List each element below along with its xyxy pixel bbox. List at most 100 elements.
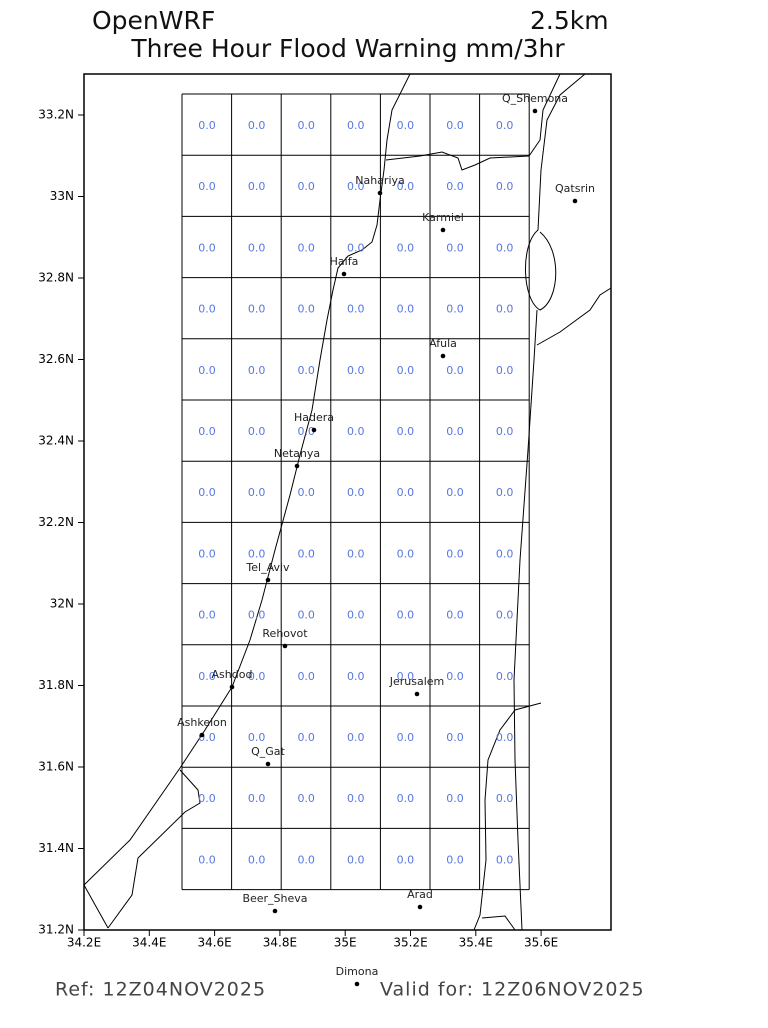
cell-value: 0.0 [496, 180, 514, 193]
city-marker [272, 908, 278, 914]
city-label: Q_Shemona [502, 92, 568, 105]
cell-value: 0.0 [397, 425, 415, 438]
y-tick-label: 32N [50, 597, 74, 611]
cell-value: 0.0 [198, 547, 216, 560]
city-label: Qatsrin [555, 182, 595, 195]
city-label: Nahariya [355, 174, 405, 187]
city-label: Ashkelon [177, 716, 227, 729]
cell-value: 0.0 [397, 792, 415, 805]
cell-value: 0.0 [397, 119, 415, 132]
city-marker [440, 353, 446, 359]
cell-value: 0.0 [198, 670, 216, 683]
y-tick-label: 31.2N [38, 923, 74, 937]
y-tick-label: 32.2N [38, 515, 74, 529]
city-marker [229, 684, 235, 690]
y-tick-label: 33N [50, 189, 74, 203]
title: OpenWRF [92, 6, 215, 35]
cell-value: 0.0 [446, 670, 464, 683]
cell-value: 0.0 [248, 853, 266, 866]
cell-value: 0.0 [248, 731, 266, 744]
city-marker [282, 643, 288, 649]
cell-value: 0.0 [297, 609, 315, 622]
cell-value: 0.0 [248, 119, 266, 132]
y-tick-label: 31.8N [38, 678, 74, 692]
cell-value: 0.0 [297, 119, 315, 132]
cell-value: 0.0 [446, 792, 464, 805]
x-tick-label: 35E [334, 936, 357, 950]
cell-value: 0.0 [347, 425, 365, 438]
cell-value: 0.0 [248, 792, 266, 805]
map-frame [83, 73, 612, 931]
cell-value: 0.0 [496, 670, 514, 683]
city-label: Arad [407, 888, 433, 901]
x-tick-label: 34.2E [67, 936, 101, 950]
cell-value: 0.0 [248, 547, 266, 560]
cell-value: 0.0 [347, 119, 365, 132]
cell-value: 0.0 [248, 180, 266, 193]
city-marker [354, 981, 360, 987]
cell-value: 0.0 [347, 609, 365, 622]
city-marker [414, 691, 420, 697]
cell-value: 0.0 [297, 731, 315, 744]
city-label: Tel_Aviv [245, 561, 290, 574]
cell-value: 0.0 [248, 425, 266, 438]
cell-value: 0.0 [446, 364, 464, 377]
cell-value: 0.0 [446, 853, 464, 866]
cell-value: 0.0 [397, 486, 415, 499]
cell-value: 0.0 [248, 486, 266, 499]
cell-value: 0.0 [347, 670, 365, 683]
city-marker [294, 463, 300, 469]
cell-value: 0.0 [446, 303, 464, 316]
cell-value: 0.0 [198, 241, 216, 254]
cell-value: 0.0 [198, 180, 216, 193]
cell-value: 0.0 [297, 180, 315, 193]
cell-value: 0.0 [297, 547, 315, 560]
cell-value: 0.0 [297, 241, 315, 254]
cell-value: 0.0 [297, 853, 315, 866]
cell-value: 0.0 [297, 670, 315, 683]
cell-value: 0.0 [496, 119, 514, 132]
x-tick-label: 34.8E [263, 936, 297, 950]
y-tick-label: 32.8N [38, 271, 74, 285]
subtitle: Three Hour Flood Warning mm/3hr [130, 34, 565, 63]
valid-time: Valid for: 12Z06NOV2025 [380, 979, 645, 1001]
city-marker [377, 190, 383, 196]
cell-value: 0.0 [446, 425, 464, 438]
cell-value: 0.0 [297, 486, 315, 499]
cell-value: 0.0 [198, 364, 216, 377]
cell-value: 0.0 [496, 609, 514, 622]
y-tick-label: 31.6N [38, 760, 74, 774]
cell-value: 0.0 [496, 792, 514, 805]
city-marker [265, 577, 271, 583]
cell-value: 0.0 [496, 853, 514, 866]
city-marker [341, 271, 347, 277]
grid: 0.0 0.0 0.0 0.0 0.0 0.0 0.0 0.0 0.0 0.0 0.0 0.0 0.0 0… [181, 93, 530, 891]
city-label: Ashdod [212, 668, 253, 681]
cell-value: 0.0 [446, 486, 464, 499]
x-tick-label: 35.6E [524, 936, 558, 950]
cell-value: 0.0 [198, 609, 216, 622]
cell-value: 0.0 [347, 241, 365, 254]
cell-value: 0.0 [397, 364, 415, 377]
cell-value: 0.0 [446, 547, 464, 560]
city-label: Jerusalem [389, 675, 445, 688]
cell-value: 0.0 [347, 180, 365, 193]
cell-value: 0.0 [397, 853, 415, 866]
city-label: Haifa [330, 255, 359, 268]
cell-value: 0.0 [248, 303, 266, 316]
cell-value: 0.0 [397, 547, 415, 560]
cell-value: 0.0 [397, 241, 415, 254]
city-label: Beer_Sheva [242, 892, 307, 905]
cell-value: 0.0 [297, 792, 315, 805]
city-label: Karmiel [422, 211, 464, 224]
ref-time: Ref: 12Z04NOV2025 [55, 979, 266, 1001]
cell-value: 0.0 [248, 670, 266, 683]
cell-value: 0.0 [397, 180, 415, 193]
city-marker [440, 227, 446, 233]
cell-value: 0.0 [347, 792, 365, 805]
cell-value: 0.0 [347, 364, 365, 377]
cell-value: 0.0 [397, 609, 415, 622]
city-marker [311, 427, 317, 433]
city-label: Hadera [294, 411, 334, 424]
city-marker [417, 904, 423, 910]
